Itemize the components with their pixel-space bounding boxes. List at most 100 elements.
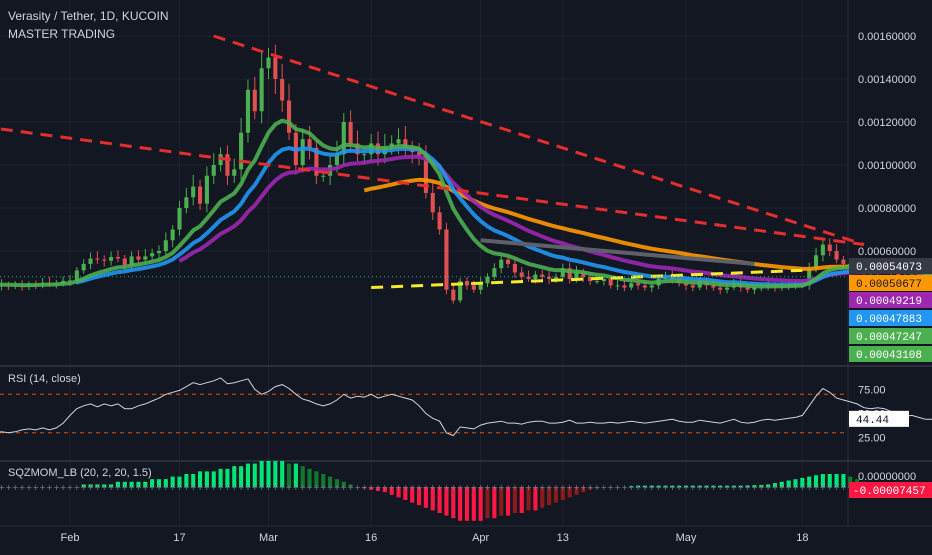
candle-body [102, 260, 106, 261]
sqzmom-cross: + [532, 483, 539, 492]
sqzmom-cross: + [409, 483, 416, 492]
candle-body [136, 256, 140, 259]
candle-body [301, 139, 305, 165]
price-tag-label: 0.00047247 [856, 332, 922, 344]
candle-body [492, 268, 496, 277]
sqzmom-cross: + [361, 483, 368, 492]
sqzmom-cross: + [67, 483, 74, 492]
candle-body [609, 279, 613, 285]
sqzmom-cross: + [121, 483, 128, 492]
sqzmom-cross: + [662, 483, 669, 492]
sqzmom-cross: + [820, 483, 827, 492]
candle-body [650, 285, 654, 287]
sqzmom-cross: + [594, 483, 601, 492]
long-resistance-trendline [0, 126, 864, 244]
sqzmom-cross: + [87, 483, 94, 492]
candle-body [629, 283, 633, 287]
sqzmom-bar [458, 487, 462, 521]
sqzmom-cross: + [689, 483, 696, 492]
sqzmom-cross: + [799, 483, 806, 492]
chart-title: Verasity / Tether, 1D, KUCOIN [8, 9, 169, 23]
sqzmom-cross: + [806, 483, 813, 492]
candle-body [260, 68, 264, 111]
candle-body [266, 58, 270, 69]
sqzmom-cross: + [238, 483, 245, 492]
sqzmom-cross: + [183, 483, 190, 492]
sqzmom-cross: + [717, 483, 724, 492]
sqzmom-cross: + [340, 483, 347, 492]
sqzmom-cross: + [19, 483, 26, 492]
sqzmom-cross: + [251, 483, 258, 492]
candle-body [451, 290, 455, 301]
candle-body [95, 259, 99, 260]
candle-body [280, 79, 284, 101]
sqzmom-value-tag: -0.00007457 [853, 486, 926, 498]
price-tag-label: 0.00054073 [856, 262, 922, 274]
sqzmom-cross: + [73, 483, 80, 492]
candle-body [177, 208, 181, 230]
sqzmom-cross: + [197, 483, 204, 492]
sqzmom-cross: + [703, 483, 710, 492]
candle-body [150, 253, 154, 256]
price-tag-label: 0.00050677 [856, 279, 922, 291]
sqzmom-cross: + [464, 483, 471, 492]
price-tag-label: 0.00043108 [856, 350, 922, 362]
sqzmom-cross: + [347, 483, 354, 492]
candle-body [205, 176, 209, 204]
sqzmom-cross: + [621, 483, 628, 492]
sqzmom-cross: + [450, 483, 457, 492]
sqzmom-cross: + [293, 483, 300, 492]
price-axis-label: 0.00060000 [858, 246, 916, 258]
candle-body [171, 230, 175, 241]
sqzmom-cross: + [436, 483, 443, 492]
sqzmom-cross: + [53, 483, 60, 492]
sqzmom-cross: + [39, 483, 46, 492]
sqzmom-cross: + [457, 483, 464, 492]
candle-body [465, 281, 469, 285]
candle-body [431, 193, 435, 212]
sqzmom-cross: + [416, 483, 423, 492]
sqzmom-cross: + [655, 483, 662, 492]
sqzmom-cross: + [792, 483, 799, 492]
sqzmom-cross: + [758, 483, 765, 492]
candle-body [506, 260, 510, 264]
sqzmom-legend[interactable]: SQZMOM_LB (20, 2, 20, 1.5) [8, 467, 152, 479]
candle-body [239, 133, 243, 170]
price-tag-label: 0.00047883 [856, 314, 922, 326]
sqzmom-axis-label: 0.00000000 [858, 471, 916, 483]
candle-body [485, 277, 489, 283]
sqzmom-cross: + [744, 483, 751, 492]
sqzmom-cross: + [737, 483, 744, 492]
sqzmom-cross: + [279, 483, 286, 492]
candle-body [143, 256, 147, 259]
sqzmom-cross: + [559, 483, 566, 492]
sqzmom-bar [479, 487, 483, 521]
candle-body [109, 257, 113, 261]
sqzmom-cross: + [813, 483, 820, 492]
sqzmom-cross: + [334, 483, 341, 492]
sqzmom-cross: + [751, 483, 758, 492]
price-axis-label: 0.00160000 [858, 31, 916, 43]
sqzmom-cross: + [525, 483, 532, 492]
candle-body [616, 285, 620, 286]
time-axis-label: Apr [472, 532, 489, 544]
sqzmom-cross: + [190, 483, 197, 492]
candle-body [438, 212, 442, 229]
candle-body [308, 139, 312, 148]
candle-body [225, 154, 229, 176]
sqzmom-cross: + [142, 483, 149, 492]
candle-body [184, 197, 188, 208]
candle-body [718, 288, 722, 290]
sqzmom-cross: + [108, 483, 115, 492]
candle-body [212, 165, 216, 176]
sqzmom-cross: + [115, 483, 122, 492]
candle-body [157, 251, 161, 253]
sqzmom-cross: + [5, 483, 12, 492]
sqzmom-cross: + [710, 483, 717, 492]
sqzmom-cross: + [470, 483, 477, 492]
sqzmom-cross: + [149, 483, 156, 492]
rsi-line [0, 378, 932, 436]
rsi-legend[interactable]: RSI (14, close) [8, 373, 81, 385]
candle-body [116, 257, 120, 259]
candle-body [472, 285, 476, 289]
